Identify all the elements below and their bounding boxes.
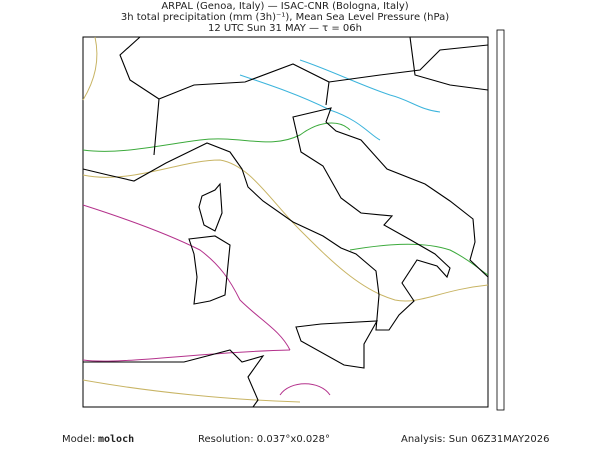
isobar (82, 159, 489, 302)
isobar (82, 36, 98, 101)
isobar (82, 379, 301, 403)
footer: Model: moloch Resolution: 0.037°x0.028° … (62, 434, 550, 445)
africa-coast (83, 349, 265, 408)
header-line: 12 UTC Sun 31 MAY — τ = 06h (208, 23, 362, 34)
corsica (198, 182, 223, 232)
border (328, 44, 489, 83)
isobar (299, 59, 441, 113)
footer-resolution: Resolution: 0.037°x0.028° (198, 434, 330, 445)
footer-analysis: Analysis: Sun 06Z31MAY2026 (401, 434, 550, 445)
footer-model-label: Model: (62, 434, 95, 445)
coastlines (82, 36, 489, 408)
isobar (82, 349, 291, 362)
map-frame (82, 36, 489, 408)
coastline (82, 107, 489, 331)
border (119, 36, 160, 100)
sardinia (188, 235, 231, 305)
sicily (295, 320, 378, 369)
isobars (82, 36, 489, 403)
header-line: 3h total precipitation (mm (3h)⁻¹), Mean… (121, 12, 449, 23)
colorbar (496, 29, 505, 411)
header-line: ARPAL (Genoa, Italy) — ISAC-CNR (Bologna… (161, 1, 408, 12)
isobar (279, 383, 331, 396)
map (82, 36, 489, 408)
isobar (82, 204, 291, 351)
colorbar-frame (496, 29, 505, 411)
isobar (82, 122, 351, 152)
border (409, 36, 489, 91)
footer-model: moloch (98, 434, 134, 445)
